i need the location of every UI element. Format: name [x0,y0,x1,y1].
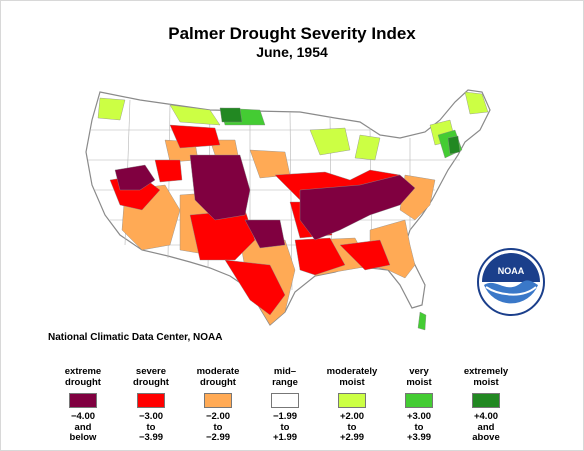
legend-range: +2.00 to +2.99 [339,411,365,443]
legend-range: +4.00 and above [472,411,500,443]
legend-swatch [69,393,97,408]
moderately-moist-areas [97,91,489,161]
legend-swatch [405,393,433,408]
extremely-moist-areas [219,107,461,155]
legend-moderate-drought: moderate drought −2.00 to −2.99 [179,358,257,444]
legend-extreme-drought: extreme drought −4.00 and below [44,358,122,444]
legend-swatch [204,393,232,408]
map-subtitle: June, 1954 [256,44,328,60]
legend-range: −2.00 to −2.99 [205,411,231,443]
legend-very-moist: very moist +3.00 to +3.99 [380,358,458,444]
svg-text:NOAA: NOAA [498,266,525,276]
legend-label: very moist [406,366,432,388]
legend-severe-drought: severe drought −3.00 to −3.99 [112,358,190,444]
legend-mid-range: mid– range −1.99 to +1.99 [246,358,324,444]
legend-extremely-moist: extremely moist +4.00 and above [447,358,525,444]
legend-label: moderately moist [326,366,378,388]
legend-swatch [137,393,165,408]
credit-text: National Climatic Data Center, NOAA [48,332,223,343]
extreme-drought-areas [114,154,416,249]
legend-label: moderate drought [196,366,240,388]
legend-label: extreme drought [64,366,102,388]
legend-swatch [271,393,299,408]
legend-label: mid– range [272,366,298,388]
legend-label: extremely moist [463,366,509,388]
legend-moderately-moist: moderately moist +2.00 to +2.99 [313,358,391,444]
legend-label: severe drought [133,366,169,388]
legend-range: −1.99 to +1.99 [272,411,298,443]
noaa-logo: NOAA [477,248,545,316]
legend-swatch [338,393,366,408]
legend-swatch [472,393,500,408]
legend-range: −3.00 to −3.99 [138,411,164,443]
legend-range: −4.00 and below [69,411,97,443]
map-title: Palmer Drought Severity Index [168,24,416,43]
us-drought-map [85,89,491,331]
legend-range: +3.00 to +3.99 [406,411,432,443]
